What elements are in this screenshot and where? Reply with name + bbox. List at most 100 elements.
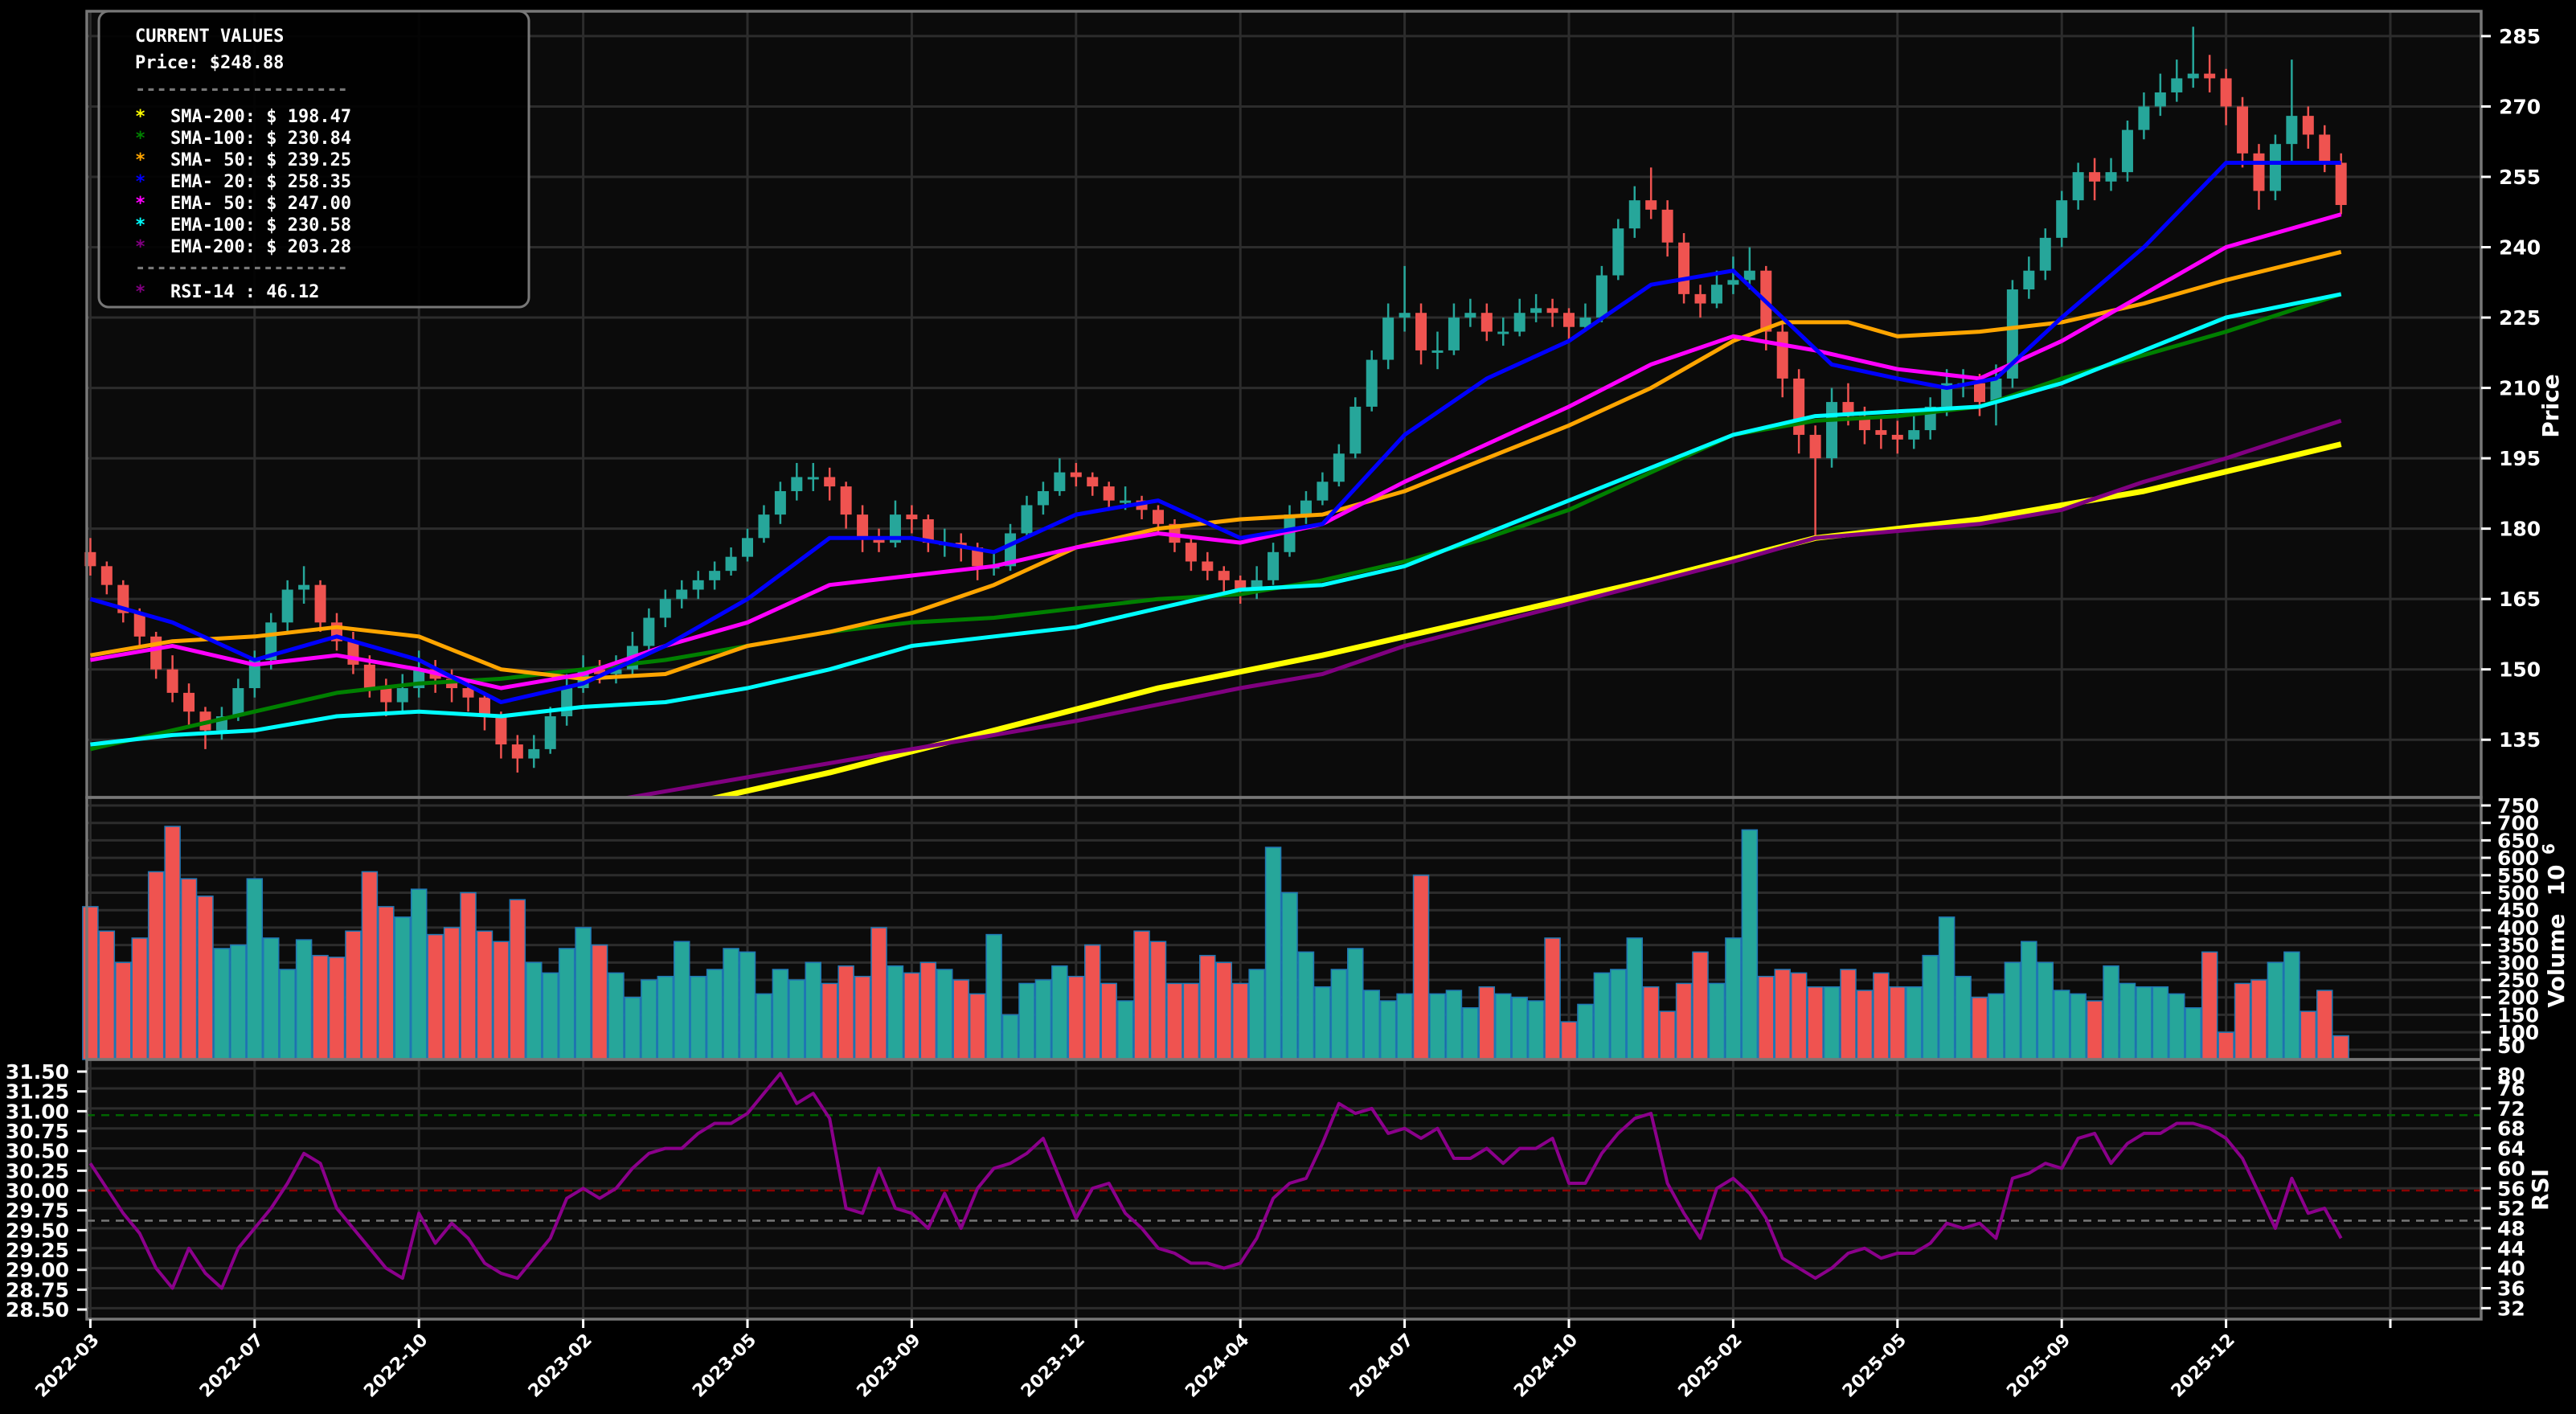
volume-bar bbox=[1577, 1003, 1594, 1060]
volume-bar bbox=[361, 871, 379, 1060]
rsi-tick-label: 36 bbox=[2497, 1277, 2525, 1300]
volume-bar bbox=[1264, 846, 1282, 1060]
candle-body bbox=[2056, 200, 2068, 238]
volume-bar bbox=[788, 979, 805, 1060]
volume-bar bbox=[739, 951, 756, 1060]
legend-item-label: SMA- 50: $ 239.25 bbox=[170, 150, 351, 170]
candle-body bbox=[1268, 551, 1280, 580]
candle-body bbox=[709, 571, 721, 580]
volume-bar bbox=[558, 948, 575, 1060]
candle-body bbox=[1974, 383, 1985, 403]
rsi-left-tick-label: 31.50 bbox=[6, 1060, 69, 1084]
candle-body bbox=[1153, 510, 1164, 524]
price-tick-label: 225 bbox=[2499, 306, 2541, 330]
candle-body bbox=[1809, 434, 1821, 459]
price-tick-label: 270 bbox=[2499, 95, 2541, 118]
price-axis-label: Price bbox=[2537, 374, 2564, 438]
volume-bar bbox=[1741, 829, 1759, 1060]
candle-body bbox=[2154, 92, 2166, 107]
volume-bar bbox=[2037, 961, 2054, 1060]
candle-body bbox=[1103, 486, 1115, 501]
volume-bar bbox=[854, 975, 871, 1060]
x-tick-label: 2024-10 bbox=[1510, 1330, 1582, 1402]
candle-body bbox=[1300, 500, 1312, 515]
legend-separator-2: -------------------- bbox=[135, 258, 348, 278]
volume-bar bbox=[1511, 996, 1528, 1060]
volume-bar bbox=[1856, 990, 1874, 1060]
volume-bar bbox=[2234, 982, 2251, 1060]
x-tick-label: 2023-12 bbox=[1018, 1330, 1089, 1402]
x-tick-label: 2023-02 bbox=[525, 1330, 596, 1402]
candle-body bbox=[183, 692, 195, 712]
candle-body bbox=[1448, 318, 1460, 350]
volume-bar bbox=[1067, 975, 1085, 1060]
candle-body bbox=[873, 538, 885, 543]
volume-bar bbox=[1889, 986, 1906, 1060]
volume-tick-label: 100 bbox=[2497, 1021, 2539, 1044]
volume-tick-label: 150 bbox=[2497, 1003, 2539, 1027]
volume-bar bbox=[476, 930, 493, 1060]
volume-bar bbox=[542, 972, 559, 1060]
candle-body bbox=[1694, 293, 1706, 304]
candle-body bbox=[1908, 430, 1920, 440]
rsi-left-tick-label: 30.50 bbox=[6, 1140, 69, 1163]
x-tick-label: 2024-07 bbox=[1346, 1330, 1418, 1402]
volume-bar bbox=[1347, 948, 1364, 1060]
candle-body bbox=[659, 599, 671, 618]
candle-body bbox=[1990, 378, 2002, 403]
volume-bar bbox=[1725, 937, 1742, 1060]
candle-body bbox=[2286, 116, 2298, 145]
volume-bar bbox=[1593, 972, 1611, 1060]
candle-body bbox=[1645, 200, 1657, 210]
candle-body bbox=[2072, 172, 2084, 201]
volume-bar bbox=[1363, 990, 1380, 1060]
candle-body bbox=[1678, 242, 1690, 294]
volume-bar bbox=[82, 906, 99, 1060]
candle-body bbox=[2121, 129, 2133, 173]
x-tick-label: 2025-09 bbox=[2003, 1330, 2074, 1402]
volume-bar bbox=[279, 969, 296, 1060]
volume-bar bbox=[1823, 986, 1841, 1060]
volume-bar bbox=[1166, 982, 1183, 1060]
candle-body bbox=[2171, 78, 2183, 92]
volume-bar bbox=[1215, 961, 1233, 1060]
volume-bar bbox=[312, 954, 329, 1060]
volume-bar bbox=[952, 979, 969, 1060]
volume-bar bbox=[1051, 965, 1068, 1060]
candle-body bbox=[2269, 144, 2281, 191]
candle-body bbox=[857, 514, 869, 539]
volume-bar bbox=[1445, 990, 1463, 1060]
volume-bar bbox=[328, 957, 346, 1060]
candle-body bbox=[1399, 313, 1411, 318]
x-tick-label: 2022-10 bbox=[360, 1330, 432, 1402]
rsi-tick-label: 44 bbox=[2497, 1237, 2525, 1260]
volume-bar bbox=[969, 993, 986, 1060]
candle-body bbox=[1317, 482, 1329, 501]
volume-bar bbox=[936, 969, 953, 1060]
candle-body bbox=[1513, 313, 1526, 332]
volume-bar bbox=[805, 961, 822, 1060]
rsi-left-tick-label: 30.00 bbox=[6, 1179, 69, 1203]
legend-rsi-marker: * bbox=[135, 282, 145, 302]
rsi-left-tick-label: 29.75 bbox=[6, 1199, 69, 1223]
candle-body bbox=[1070, 472, 1082, 477]
volume-bar bbox=[2053, 990, 2070, 1060]
volume-bar bbox=[1462, 1007, 1479, 1060]
candle-body bbox=[1185, 543, 1197, 562]
volume-bar bbox=[230, 944, 247, 1060]
rsi-left-tick-label: 29.25 bbox=[6, 1239, 69, 1262]
candle-body bbox=[2006, 289, 2018, 379]
volume-bar bbox=[1116, 1000, 1134, 1060]
volume-bar bbox=[2316, 990, 2333, 1060]
volume-bar bbox=[2021, 941, 2037, 1060]
price-tick-label: 240 bbox=[2499, 236, 2541, 260]
legend-item-label: EMA- 50: $ 247.00 bbox=[170, 194, 351, 214]
volume-bar bbox=[1905, 986, 1923, 1060]
ma-line-ema-20 bbox=[89, 161, 2341, 704]
volume-bar bbox=[2185, 1007, 2201, 1060]
candle-body bbox=[100, 566, 113, 585]
candle-body bbox=[742, 538, 753, 557]
volume-bar bbox=[1330, 969, 1348, 1060]
candle-body bbox=[314, 584, 326, 623]
